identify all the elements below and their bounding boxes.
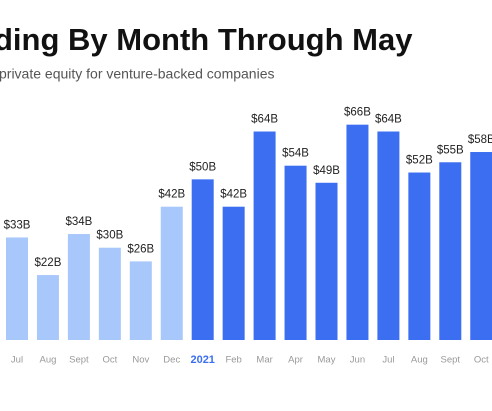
value-label: $42B (220, 189, 247, 201)
bar (191, 179, 214, 340)
bar (470, 152, 492, 340)
chart-title: ding By Month Through May (0, 22, 413, 57)
bar (67, 234, 90, 340)
value-label: $54B (282, 148, 309, 160)
value-label: $64B (251, 114, 278, 126)
bar (129, 261, 152, 340)
value-label: $26B (127, 243, 154, 255)
x-tick-label: Apr (288, 355, 303, 366)
x-tick-label: Dec (163, 355, 180, 366)
bar (222, 206, 245, 340)
value-label: $22B (35, 257, 62, 269)
value-label: $33B (4, 219, 31, 231)
x-tick-label: Jul (382, 355, 394, 366)
value-label: $30B (96, 230, 123, 242)
bar (284, 165, 307, 340)
value-label: $50B (189, 161, 216, 173)
value-label: $52B (406, 155, 433, 167)
bar (36, 275, 59, 340)
value-label: $58B (468, 134, 492, 146)
bar (315, 182, 338, 340)
value-label: $66B (344, 107, 371, 119)
bar (6, 237, 28, 340)
x-tick-label: Oct (102, 355, 117, 366)
x-tick-label: 2021 (190, 354, 214, 366)
x-tick-label: Mar (256, 355, 272, 366)
bar (439, 162, 462, 340)
bar (98, 247, 121, 340)
chart-subtitle: private equity for venture-backed compan… (0, 66, 274, 82)
x-tick-label: May (318, 355, 336, 366)
bar (377, 131, 400, 340)
bar (253, 131, 276, 340)
bar (346, 124, 369, 341)
bar (160, 206, 183, 340)
value-label: $64B (375, 114, 402, 126)
x-tick-label: Oct (474, 355, 489, 366)
x-tick-label: Aug (411, 355, 428, 366)
x-tick-label: Jun (350, 355, 365, 366)
value-label: $49B (313, 165, 340, 177)
x-tick-label: Feb (225, 355, 241, 366)
value-label: $34B (65, 216, 92, 228)
x-tick-label: Aug (39, 355, 56, 366)
value-label: $42B (158, 189, 185, 201)
x-tick-label: Nov (132, 355, 149, 366)
x-tick-label: Jul (11, 355, 23, 366)
x-tick-label: Sept (441, 355, 461, 366)
x-tick-label: Sept (69, 355, 89, 366)
value-label: $55B (437, 144, 464, 156)
bar (408, 172, 431, 340)
